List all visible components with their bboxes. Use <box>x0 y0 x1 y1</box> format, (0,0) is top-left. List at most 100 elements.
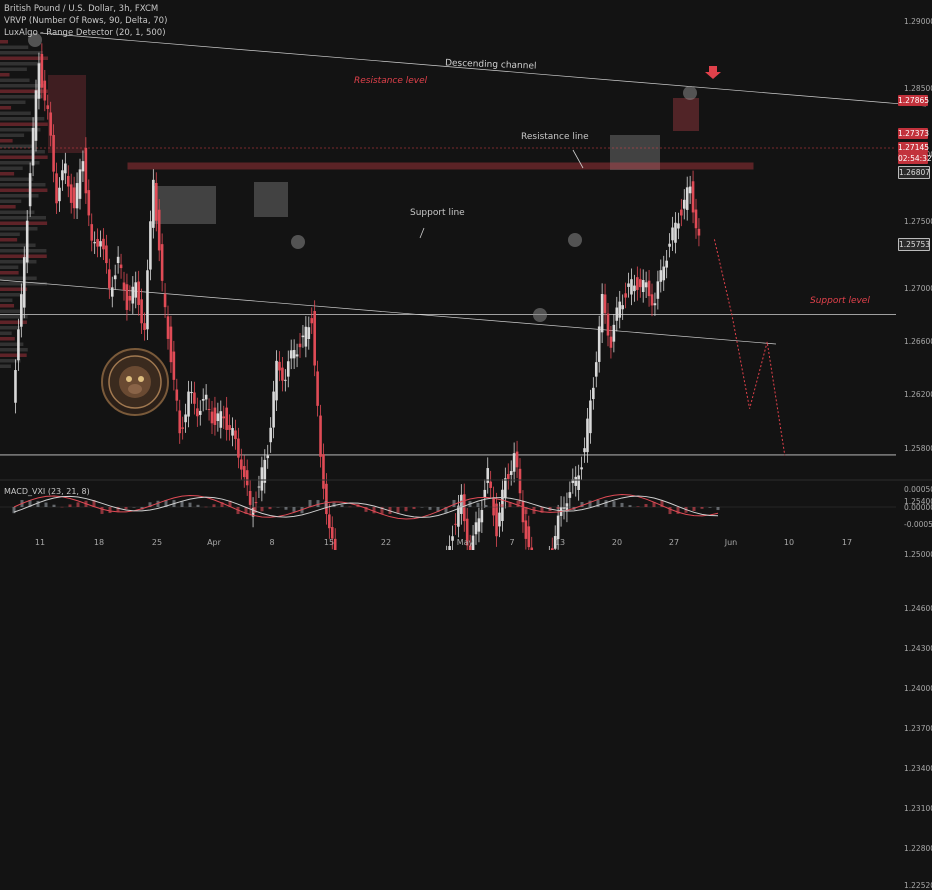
volume-bar <box>0 210 35 214</box>
resistance-level-band <box>127 162 754 170</box>
y-tick-label: 1.27000 <box>904 283 932 293</box>
volume-bar <box>0 106 12 110</box>
arrow-pointer <box>572 149 584 169</box>
candle-body <box>34 90 38 141</box>
x-tick-label: 18 <box>93 538 105 547</box>
candle-body <box>58 187 61 202</box>
macd-histogram-bar <box>412 507 416 510</box>
macd-tick: 0.00050 <box>904 485 932 494</box>
support-level-label: Support level <box>810 296 870 306</box>
candle-body <box>697 228 701 236</box>
candle-body <box>152 179 155 228</box>
volume-bar <box>0 150 45 154</box>
pivot-marker <box>28 33 42 47</box>
macd-tick: 0.00000 <box>904 503 932 512</box>
macd-histogram-bar <box>708 507 712 508</box>
candle-body <box>594 362 598 377</box>
macd-histogram-bar <box>276 507 280 508</box>
candle-body <box>163 293 167 308</box>
macd-histogram-bar <box>220 502 224 507</box>
x-tick-label: Jun <box>724 538 738 547</box>
macd-histogram-bar <box>644 504 648 507</box>
volume-bar <box>0 84 44 88</box>
macd-histogram-bar <box>524 507 528 515</box>
candle-body <box>125 284 129 310</box>
candle-body <box>184 414 187 423</box>
candle-body <box>650 294 654 306</box>
y-tick-label: 1.27500 <box>904 217 932 226</box>
candle-body <box>474 522 478 535</box>
volume-bar <box>0 199 22 203</box>
pivot-marker <box>533 308 547 322</box>
volume-bar <box>0 51 43 55</box>
y-tick-label: 1.23700 <box>904 723 932 733</box>
volume-bar <box>0 221 48 225</box>
candle-body <box>680 209 683 216</box>
macd-histogram-bar <box>436 507 440 512</box>
candle-body <box>187 391 190 417</box>
macd-histogram-bar <box>484 505 488 507</box>
indicator-vrvp[interactable]: VRVP (Number Of Rows, 90, Delta, 70) <box>4 16 168 26</box>
chart-stage <box>0 32 932 550</box>
candle-body <box>278 361 281 371</box>
y-tick-label: 1.25800 <box>904 443 932 453</box>
candle-body <box>571 479 575 484</box>
candle-body <box>627 283 630 287</box>
macd-histogram-bar <box>404 507 408 512</box>
macd-histogram-bar <box>564 507 568 508</box>
candle-body <box>172 351 176 380</box>
candle-body <box>96 239 99 247</box>
candle-body <box>149 221 152 270</box>
macd-histogram-bar <box>188 502 192 507</box>
candle-body <box>119 264 123 269</box>
macd-histogram-bar <box>716 507 720 511</box>
candle-body <box>207 408 211 410</box>
macd-histogram-bar <box>196 504 200 507</box>
x-tick-label: 11 <box>34 538 46 547</box>
volume-bar <box>0 67 27 71</box>
candle-body <box>234 430 237 440</box>
candle-body <box>196 408 199 417</box>
volume-bar <box>0 309 23 313</box>
candle-body <box>492 497 495 516</box>
macd-histogram-bar <box>628 505 632 507</box>
candle-body <box>325 483 328 515</box>
macd-histogram-bar <box>228 500 232 507</box>
candle-body <box>22 257 26 308</box>
candle-body <box>87 190 91 216</box>
macd-histogram-bar <box>588 500 592 507</box>
candle-body <box>462 494 466 522</box>
volume-bar <box>0 56 48 60</box>
volume-profile <box>0 40 48 368</box>
candle-body <box>662 266 666 281</box>
candle-body <box>289 350 293 359</box>
candle-body <box>292 349 296 359</box>
candle-body <box>630 279 633 295</box>
price-tag-resistance: 1.27865 <box>898 95 930 106</box>
candle-body <box>169 326 173 363</box>
y-tick-label: 1.23100 <box>904 803 932 813</box>
y-tick-label: 1.23400 <box>904 763 932 773</box>
candle-body <box>580 467 583 470</box>
macd-histogram-bar <box>428 507 432 510</box>
candle-body <box>90 224 94 241</box>
indicator-range-detector[interactable]: LuxAlgo - Range Detector (20, 1, 500) <box>4 28 166 38</box>
volume-bar <box>0 172 15 176</box>
volume-bar <box>0 188 48 192</box>
candle-body <box>154 182 158 221</box>
volume-bar <box>0 161 40 165</box>
candle-body <box>641 280 645 292</box>
candle-body <box>286 361 290 377</box>
macd-histogram-bar <box>580 502 584 507</box>
macd-legend[interactable]: MACD_VXI (23, 21, 8) <box>4 487 90 496</box>
candle-body <box>25 220 29 263</box>
candle-body <box>618 301 622 318</box>
candle-body <box>656 281 660 299</box>
volume-bar <box>0 144 33 148</box>
volume-bar <box>0 166 23 170</box>
x-tick-label: 7 <box>509 538 515 547</box>
macd-histogram-bar <box>252 507 256 513</box>
candle-body <box>586 418 589 453</box>
macd-histogram-bar <box>68 504 72 507</box>
candle-body <box>222 416 226 419</box>
